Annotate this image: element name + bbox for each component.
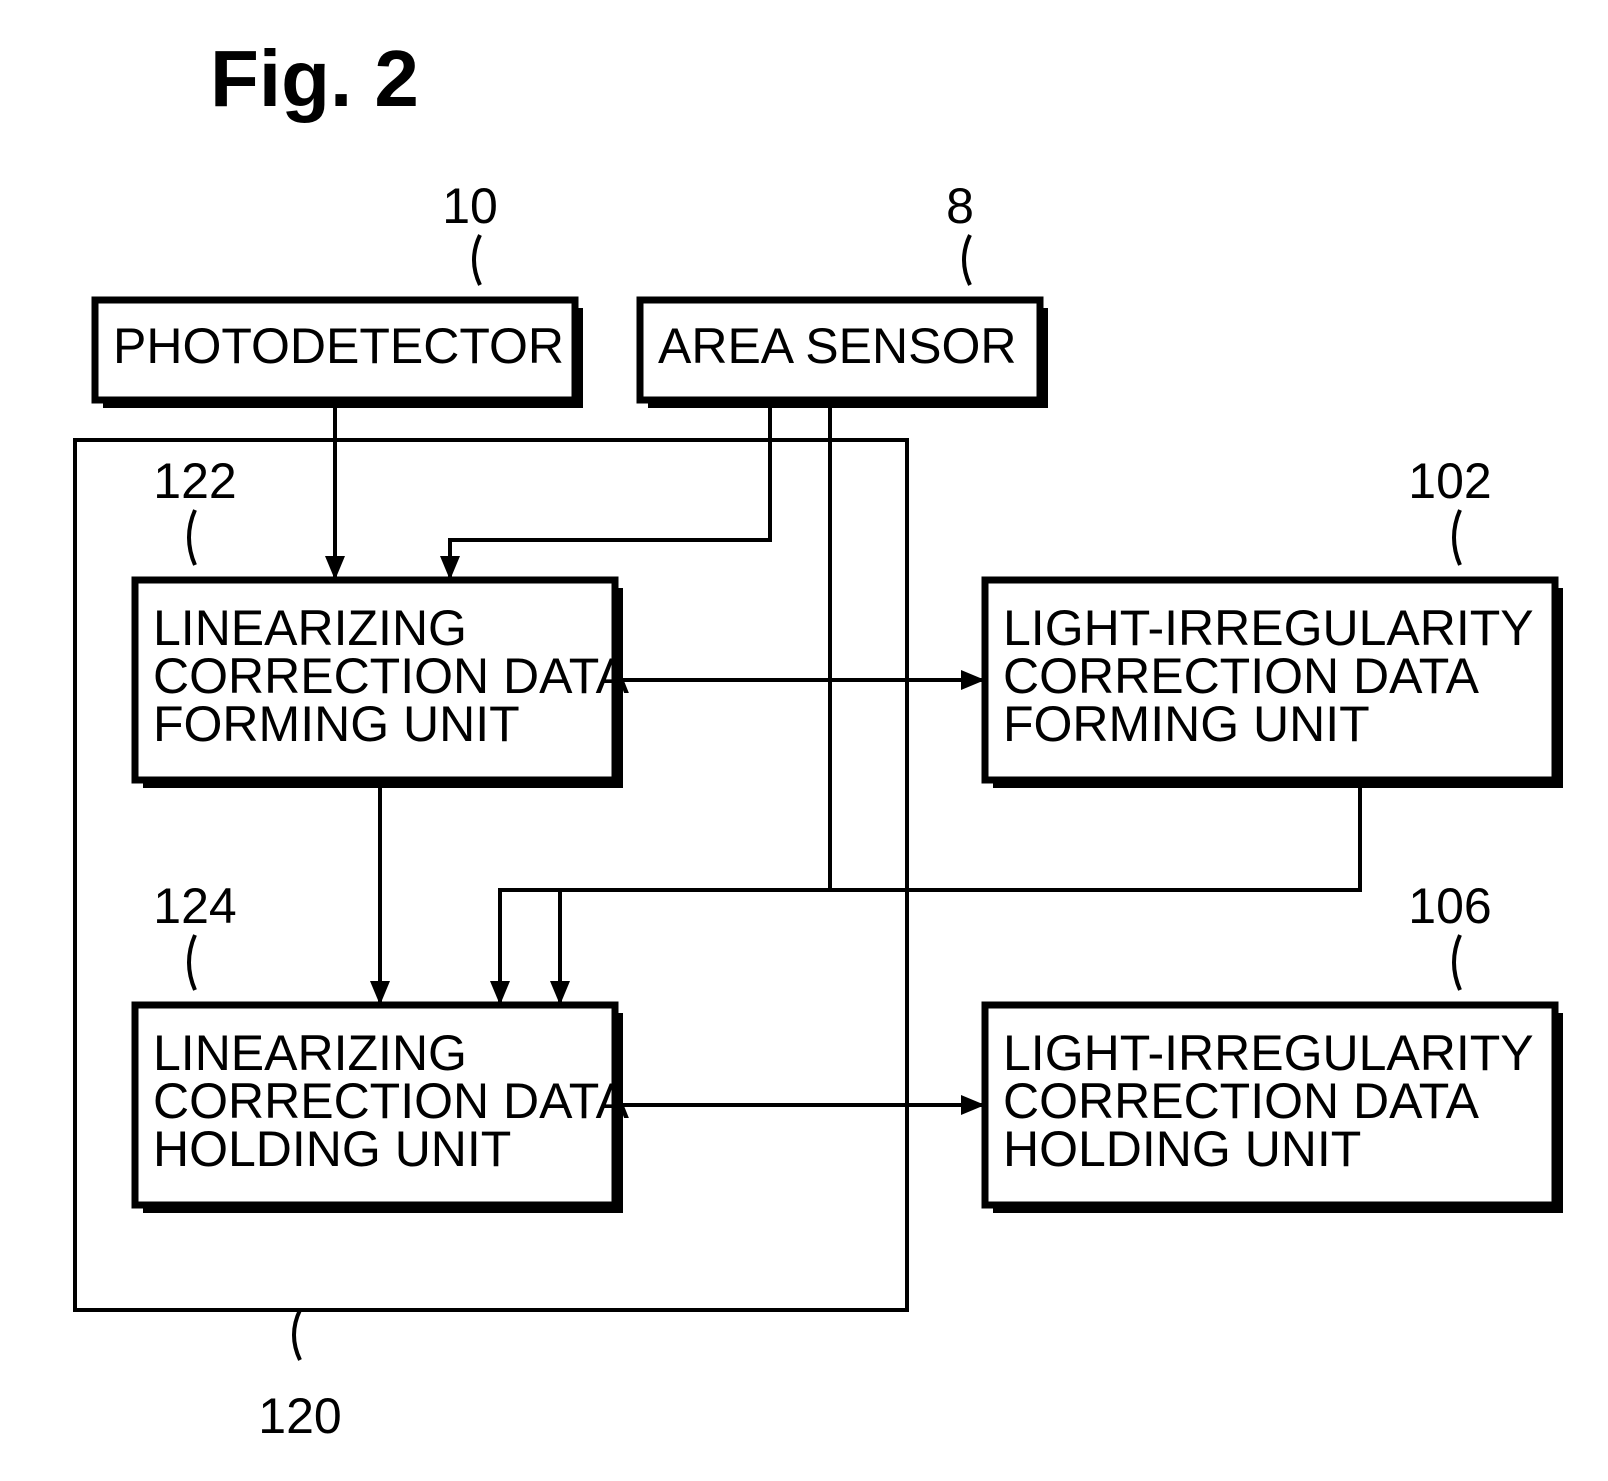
arrowhead-area_left [440, 556, 460, 580]
ref-tick-124 [189, 935, 195, 990]
ref-tick-102 [1454, 510, 1460, 565]
arrowhead-linform_down [370, 981, 390, 1005]
ref-number-10: 10 [442, 178, 498, 234]
ref-number-122: 122 [153, 453, 236, 509]
arrowhead-linhold_right [961, 1095, 985, 1115]
ref-tick-8 [964, 235, 970, 285]
ref-number-102: 102 [1408, 453, 1491, 509]
ref-number-120: 120 [258, 1388, 341, 1444]
arrowhead-liform_down [550, 981, 570, 1005]
box-label-li_form-2: FORMING UNIT [1003, 696, 1370, 752]
ref-number-8: 8 [946, 178, 974, 234]
ref-tick-106 [1454, 935, 1460, 990]
ref-tick-10 [474, 235, 480, 285]
arrowhead-linform_right [961, 670, 985, 690]
ref-number-106: 106 [1408, 878, 1491, 934]
edge-liform_down [560, 780, 1360, 1005]
arrowhead-area_right [490, 981, 510, 1005]
box-label-area-0: AREA SENSOR [658, 318, 1016, 374]
box-label-li_hold-2: HOLDING UNIT [1003, 1121, 1361, 1177]
ref-tick-122 [189, 510, 195, 565]
ref-tick-120 [294, 1310, 300, 1360]
figure-title: Fig. 2 [210, 34, 419, 123]
box-label-lin_hold-2: HOLDING UNIT [153, 1121, 511, 1177]
edge-area_left [450, 400, 770, 580]
box-label-lin_form-2: FORMING UNIT [153, 696, 520, 752]
ref-number-124: 124 [153, 878, 236, 934]
box-label-photo-0: PHOTODETECTOR [113, 318, 564, 374]
arrowhead-photo_out [325, 556, 345, 580]
